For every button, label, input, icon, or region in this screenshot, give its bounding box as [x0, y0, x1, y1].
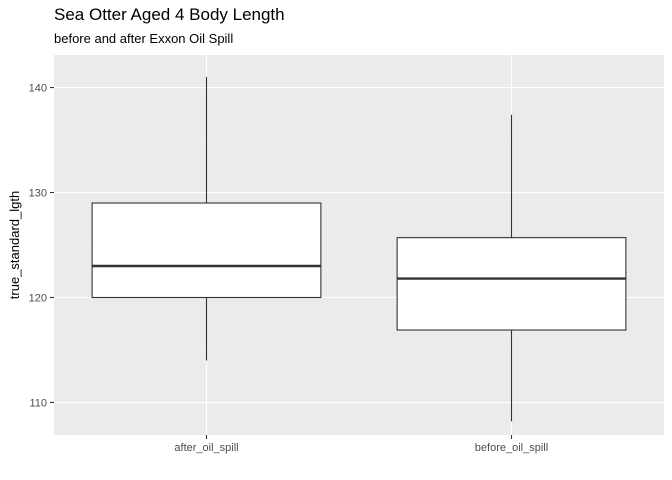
x-tick-label: after_oil_spill [174, 442, 238, 454]
y-tick-label: 140 [29, 83, 47, 95]
box-marks [91, 77, 627, 422]
y-tick-label: 120 [29, 292, 47, 304]
box-before_oil_spill [396, 114, 627, 422]
box-iqr [91, 202, 322, 299]
axes: 110 120 130 140 after_oil_spill before_oil_sp… [29, 83, 549, 454]
box-after_oil_spill [91, 77, 322, 361]
y-tick-label: 130 [29, 188, 47, 200]
x-tick-label: before_oil_spill [475, 442, 548, 454]
chart-title: Sea Otter Aged 4 Body Length [54, 5, 285, 24]
y-tick-label: 110 [29, 397, 47, 409]
chart-subtitle: before and after Exxon Oil Spill [54, 31, 233, 46]
y-axis-title: true_standard_lgth [7, 191, 22, 299]
box-iqr [396, 237, 627, 331]
